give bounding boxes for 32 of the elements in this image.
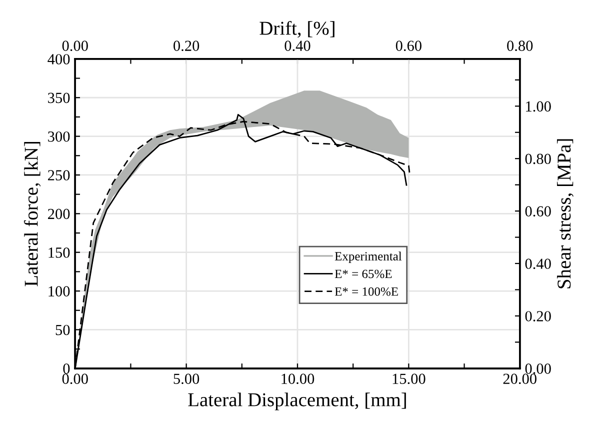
y2-axis-title: Shear stress, [MPa] — [557, 139, 574, 288]
x-axis-title: Lateral Displacement, [mm] — [188, 392, 406, 410]
y2-tick-label: 1.00 — [526, 101, 551, 112]
y-tick-label: 50 — [56, 324, 70, 336]
legend-label: E* = 65%E — [334, 270, 392, 278]
x-tick-label: 15.00 — [392, 374, 426, 384]
y2-tick-label: 0.60 — [525, 206, 551, 217]
y-tick-label: 350 — [48, 92, 70, 104]
y-tick-label: 100 — [48, 286, 70, 296]
x2-tick-label: 0.00 — [62, 40, 88, 52]
y2-tick-label: 0.80 — [525, 154, 551, 164]
y-tick-label: 400 — [48, 54, 70, 64]
y-tick-label: 150 — [48, 247, 70, 258]
x-tick-label: 0.00 — [62, 374, 88, 384]
x-tick-label: 5.00 — [174, 374, 200, 384]
x2-tick-label: 0.20 — [174, 40, 200, 52]
y2-tick-label: 0.00 — [525, 364, 551, 374]
y-tick-label: 200 — [48, 208, 70, 220]
legend-label: E* = 100%E — [334, 287, 398, 296]
x2-tick-label: 0.80 — [507, 40, 533, 52]
x2-axis-title: Drift, [%] — [260, 20, 334, 38]
y2-tick-label: 0.20 — [525, 311, 551, 322]
y-tick-label: 300 — [48, 131, 70, 142]
legend-label: Experimental — [334, 252, 402, 264]
x-tick-label: 20.00 — [503, 374, 536, 384]
y-tick-label: 0 — [63, 364, 70, 374]
y-tick-label: 250 — [48, 170, 70, 180]
y-axis-title: Lateral force, [kN] — [24, 142, 41, 286]
x2-tick-label: 0.60 — [396, 40, 422, 52]
y2-tick-label: 0.40 — [525, 258, 551, 269]
x2-tick-label: 0.40 — [284, 40, 310, 52]
x-tick-label: 10.00 — [282, 374, 314, 384]
